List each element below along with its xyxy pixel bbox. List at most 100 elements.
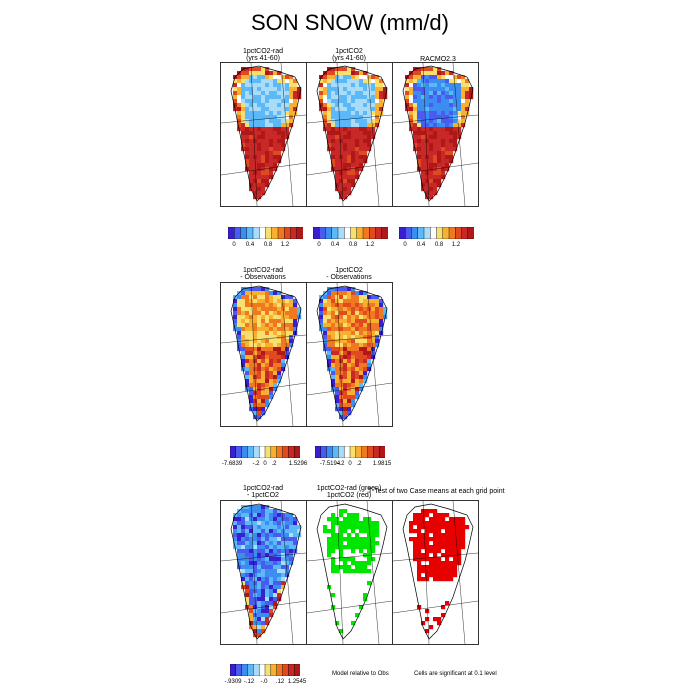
map-cell bbox=[429, 187, 434, 192]
map-cell bbox=[343, 359, 348, 364]
map-cell bbox=[437, 91, 442, 96]
map-cell bbox=[249, 371, 254, 376]
map-cell bbox=[367, 107, 372, 112]
map-cell bbox=[257, 415, 262, 420]
map-cell bbox=[351, 299, 356, 304]
map-cell bbox=[269, 517, 274, 522]
map-cell bbox=[339, 75, 344, 80]
map-cell bbox=[265, 147, 270, 152]
map-cell bbox=[265, 367, 270, 372]
map-cell bbox=[253, 505, 258, 510]
map-cell bbox=[355, 75, 360, 80]
map-cell bbox=[323, 529, 328, 534]
map-cell bbox=[371, 557, 376, 562]
map-cell bbox=[363, 75, 368, 80]
map-cell bbox=[363, 79, 368, 84]
map-cell bbox=[273, 577, 278, 582]
colorbar-swatch bbox=[296, 227, 303, 239]
map-cell bbox=[445, 135, 450, 140]
map-cell bbox=[367, 111, 372, 116]
map-cell bbox=[343, 291, 348, 296]
map-cell bbox=[355, 135, 360, 140]
map-cell bbox=[241, 71, 246, 76]
map-cell bbox=[355, 331, 360, 336]
map-cell bbox=[433, 545, 438, 550]
map-cell bbox=[289, 311, 294, 316]
map-cell bbox=[277, 119, 282, 124]
map-cell bbox=[343, 307, 348, 312]
map-cell bbox=[237, 343, 242, 348]
map-cell bbox=[343, 537, 348, 542]
map-cell bbox=[437, 525, 442, 530]
map-cell bbox=[421, 103, 426, 108]
map-cell bbox=[281, 83, 286, 88]
map-cell bbox=[437, 533, 442, 538]
map-cell bbox=[409, 103, 414, 108]
map-cell bbox=[245, 553, 250, 558]
map-cell bbox=[343, 303, 348, 308]
graticule-line bbox=[250, 283, 258, 426]
map-cell bbox=[281, 111, 286, 116]
map-cell bbox=[257, 335, 262, 340]
map-cell bbox=[457, 119, 462, 124]
map-cell bbox=[405, 103, 410, 108]
map-cell bbox=[265, 509, 270, 514]
map-cell bbox=[331, 95, 336, 100]
map-cell bbox=[269, 75, 274, 80]
map-cell bbox=[347, 319, 352, 324]
map-cell bbox=[441, 147, 446, 152]
map-cell bbox=[261, 363, 266, 368]
colorbar-r2c1 bbox=[230, 446, 300, 458]
map-cell bbox=[441, 605, 446, 610]
map-cell bbox=[285, 119, 290, 124]
map-cell bbox=[425, 139, 430, 144]
map-cell bbox=[351, 111, 356, 116]
map-cell bbox=[461, 537, 466, 542]
map-cell bbox=[237, 513, 242, 518]
map-cell bbox=[363, 517, 368, 522]
map-cell bbox=[327, 107, 332, 112]
map-cell bbox=[257, 187, 262, 192]
map-cell bbox=[265, 593, 270, 598]
map-cell bbox=[245, 569, 250, 574]
map-cell bbox=[261, 171, 266, 176]
map-cell bbox=[343, 407, 348, 412]
map-cell bbox=[339, 339, 344, 344]
map-cell bbox=[245, 331, 250, 336]
map-cell bbox=[269, 71, 274, 76]
map-cell bbox=[379, 99, 384, 104]
map-cell bbox=[293, 331, 298, 336]
map-cell bbox=[257, 151, 262, 156]
map-cell bbox=[289, 327, 294, 332]
colorbar-swatch bbox=[234, 227, 242, 239]
map-cell bbox=[347, 379, 352, 384]
map-cell bbox=[371, 127, 376, 132]
map-cell bbox=[351, 319, 356, 324]
map-cell bbox=[249, 123, 254, 128]
map-cell bbox=[421, 541, 426, 546]
map-cell bbox=[433, 171, 438, 176]
map-cell bbox=[461, 123, 466, 128]
map-cell bbox=[241, 87, 246, 92]
map-cell bbox=[457, 87, 462, 92]
map-cell bbox=[269, 585, 274, 590]
map-cell bbox=[241, 103, 246, 108]
map-cell bbox=[323, 315, 328, 320]
map-cell bbox=[339, 287, 344, 292]
map-cell bbox=[269, 315, 274, 320]
map-cell bbox=[253, 87, 258, 92]
map-cell bbox=[293, 323, 298, 328]
map-cell bbox=[233, 99, 238, 104]
map-cell bbox=[449, 107, 454, 112]
map-cell bbox=[371, 307, 376, 312]
map-cell bbox=[273, 87, 278, 92]
map-cell bbox=[343, 569, 348, 574]
map-cell bbox=[445, 131, 450, 136]
map-cell bbox=[445, 127, 450, 132]
map-cell bbox=[265, 395, 270, 400]
map-cell bbox=[269, 533, 274, 538]
map-cell bbox=[421, 183, 426, 188]
map-cell bbox=[257, 505, 262, 510]
map-cell bbox=[339, 171, 344, 176]
map-cell bbox=[425, 87, 430, 92]
